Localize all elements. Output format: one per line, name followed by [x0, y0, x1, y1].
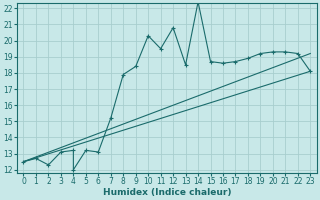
X-axis label: Humidex (Indice chaleur): Humidex (Indice chaleur) [103, 188, 231, 197]
